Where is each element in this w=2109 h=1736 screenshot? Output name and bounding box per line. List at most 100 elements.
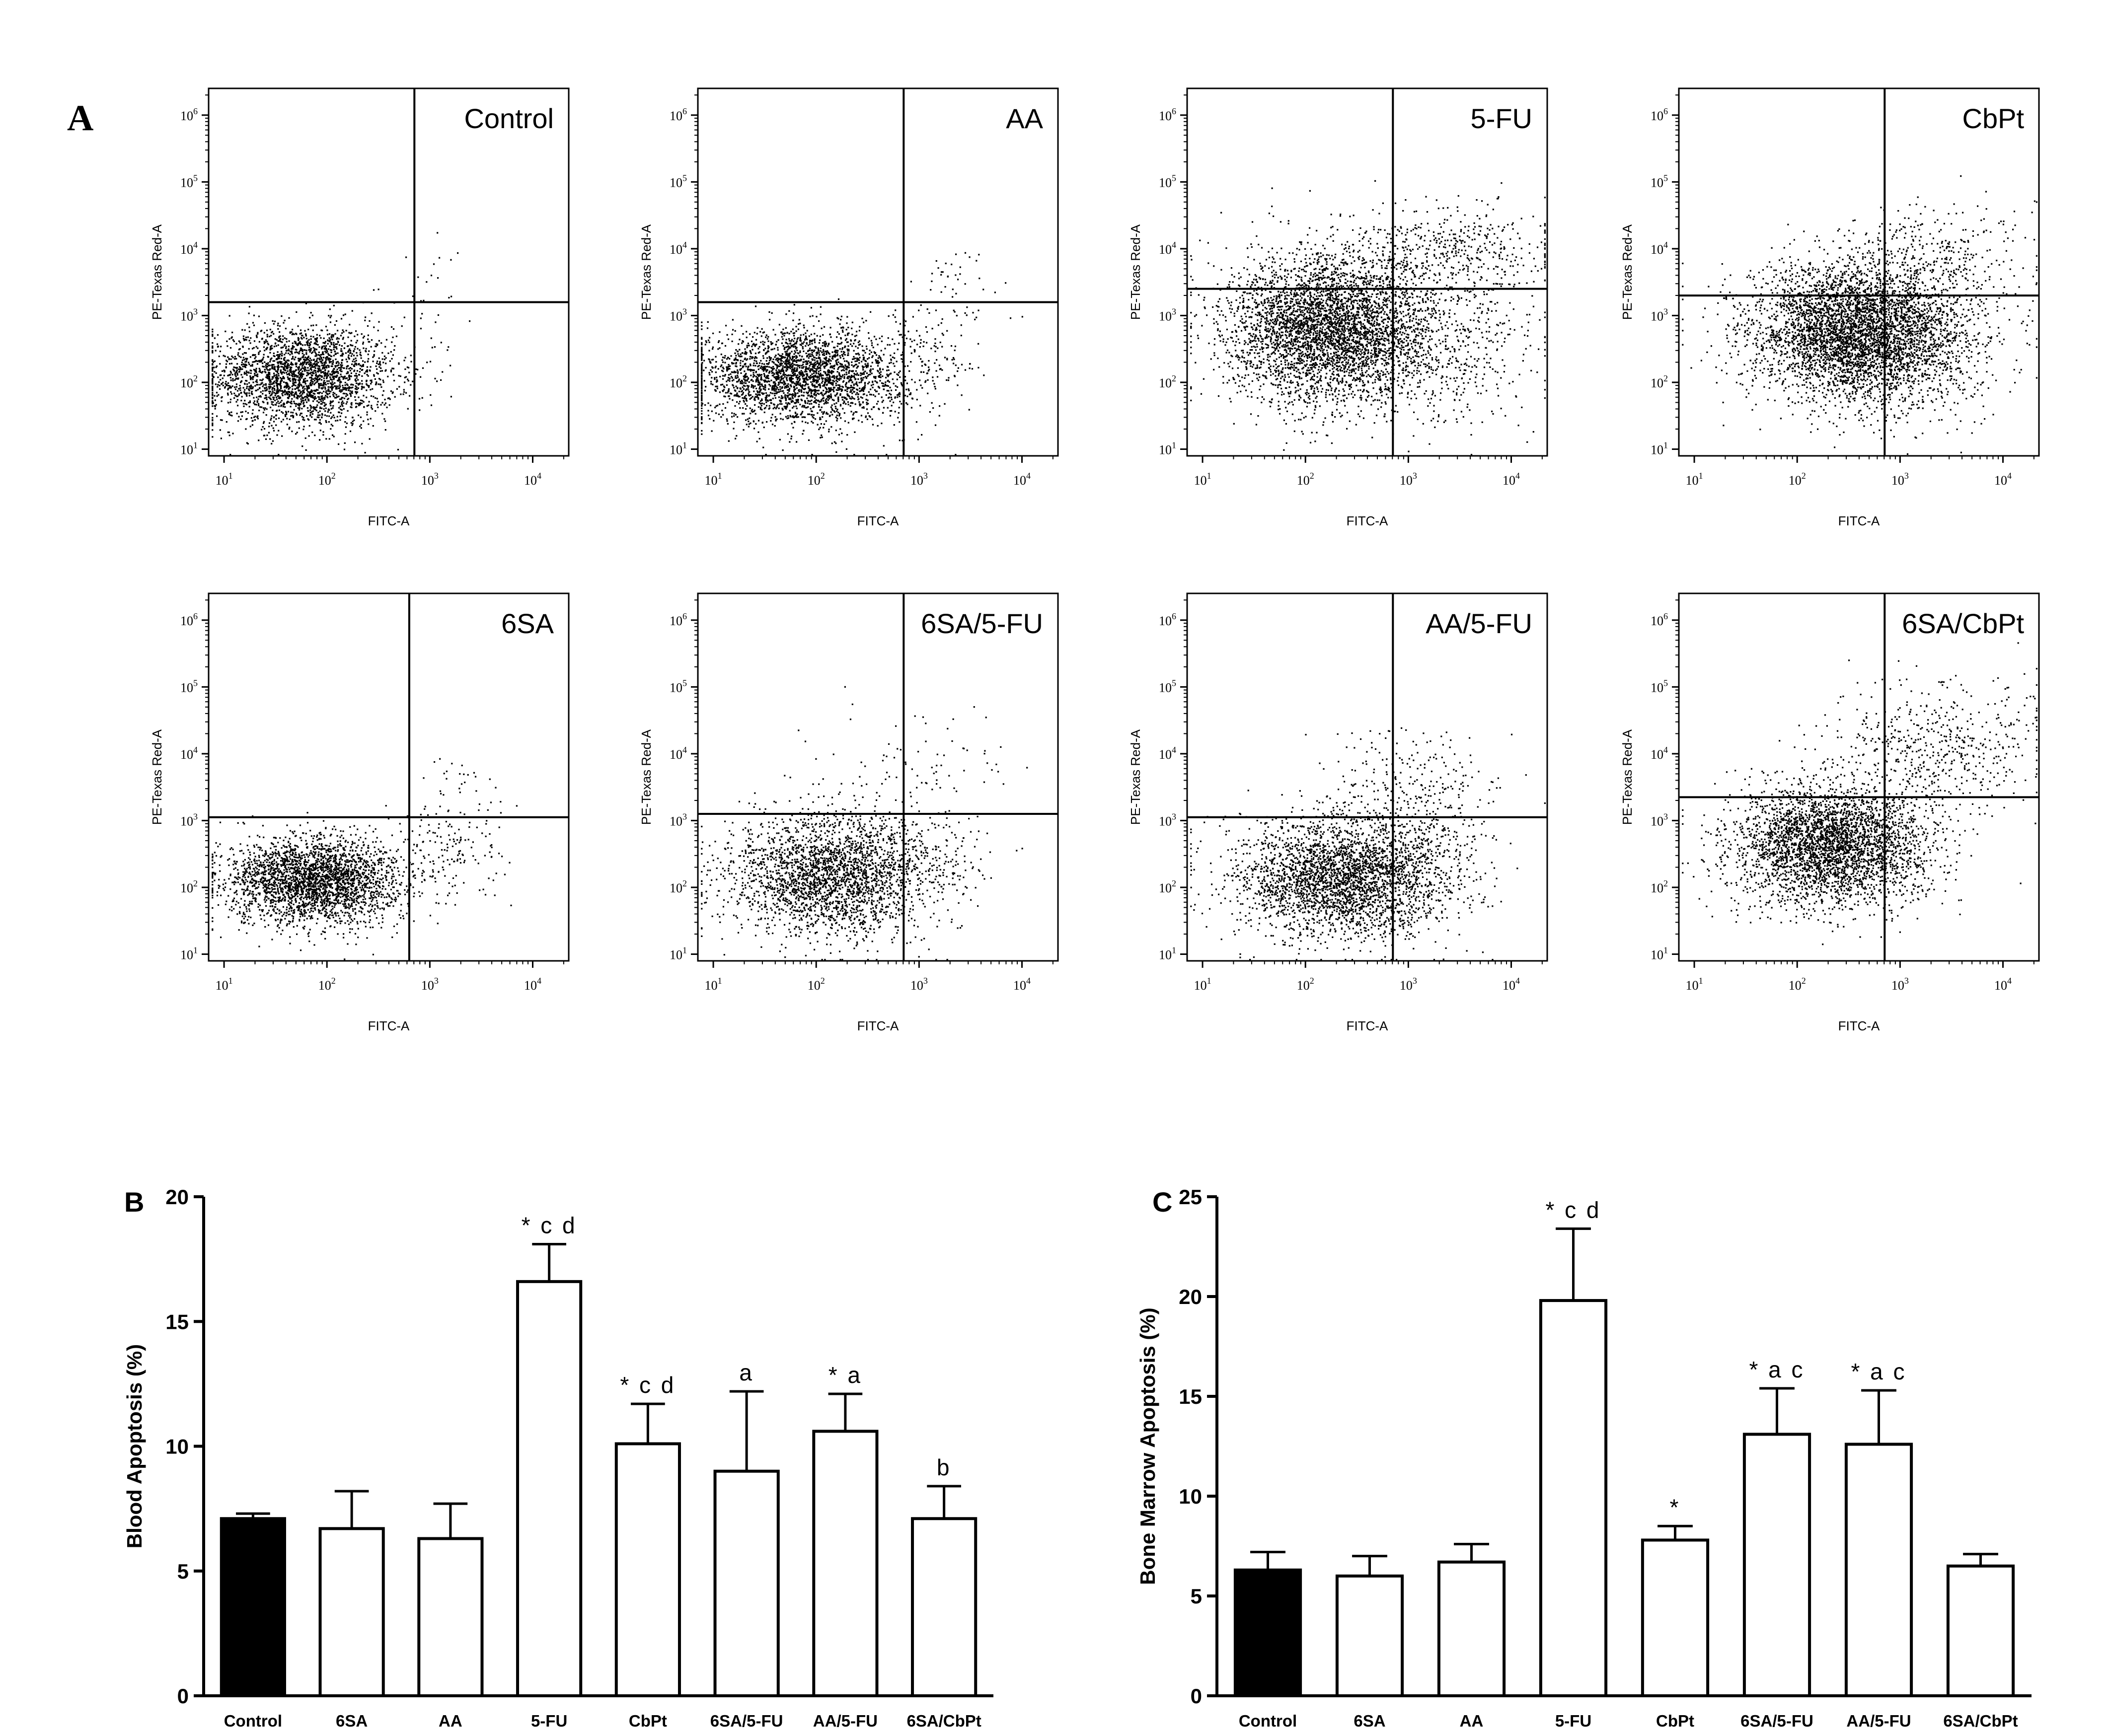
event-dot — [773, 373, 775, 375]
event-dot — [894, 371, 896, 373]
event-dot — [707, 321, 709, 323]
event-dot — [921, 434, 923, 436]
event-dot — [741, 342, 743, 344]
event-dot — [287, 384, 289, 386]
event-dot — [315, 355, 317, 357]
event-dot — [761, 362, 763, 364]
event-dot — [312, 347, 314, 349]
event-dot — [354, 388, 357, 390]
event-dot — [292, 391, 294, 394]
event-dot — [238, 356, 240, 358]
event-dot — [718, 413, 720, 415]
event-dot — [824, 382, 826, 384]
event-dot — [811, 373, 813, 375]
event-dot — [734, 330, 736, 332]
event-dot — [885, 381, 887, 383]
event-dot — [880, 350, 882, 352]
event-dot — [858, 330, 860, 332]
event-dot — [304, 399, 306, 401]
event-dot — [325, 391, 327, 393]
event-dot — [248, 386, 250, 388]
event-dot — [285, 361, 287, 363]
event-dot — [284, 369, 286, 371]
event-dot — [335, 343, 337, 345]
event-dot — [355, 392, 358, 395]
event-dot — [822, 416, 824, 418]
event-dot — [737, 360, 739, 362]
event-dot — [858, 420, 860, 422]
event-dot — [350, 395, 352, 397]
event-dot — [282, 363, 284, 365]
event-dot — [856, 374, 858, 376]
event-dot — [750, 353, 752, 355]
event-dot — [822, 361, 824, 362]
event-dot — [384, 399, 386, 401]
event-dot — [220, 437, 222, 439]
event-dot — [309, 317, 311, 319]
event-dot — [266, 334, 268, 336]
event-dot — [336, 375, 338, 377]
event-dot — [338, 443, 340, 445]
event-dot — [346, 393, 348, 395]
event-dot — [327, 409, 329, 411]
event-dot — [887, 375, 889, 377]
event-dot — [348, 375, 350, 377]
event-dot — [303, 368, 305, 370]
event-dot — [817, 412, 819, 414]
event-dot — [345, 352, 347, 354]
event-dot — [286, 338, 288, 340]
event-dot — [348, 358, 350, 360]
event-dot — [864, 370, 866, 372]
event-dot — [874, 389, 876, 391]
event-dot — [362, 364, 364, 366]
event-dot — [291, 385, 293, 387]
event-dot — [911, 341, 913, 343]
event-dot — [361, 333, 363, 335]
event-dot — [745, 365, 747, 367]
event-dot — [311, 374, 313, 376]
event-dot — [332, 370, 334, 372]
event-dot — [301, 349, 302, 351]
event-dot — [286, 350, 288, 352]
event-dot — [349, 392, 351, 394]
event-dot — [287, 359, 289, 362]
event-dot — [840, 378, 842, 380]
event-dot — [852, 397, 854, 399]
event-dot — [791, 400, 793, 402]
event-dot — [281, 363, 283, 365]
event-dot — [257, 388, 259, 391]
event-dot — [831, 351, 833, 353]
event-dot — [293, 378, 295, 381]
event-dot — [969, 367, 971, 369]
event-dot — [763, 381, 766, 383]
event-dot — [836, 410, 838, 412]
event-dot — [263, 428, 266, 430]
event-dot — [222, 377, 224, 379]
event-dot — [758, 362, 761, 364]
event-dot — [359, 402, 361, 404]
event-dot — [749, 333, 751, 335]
event-dot — [870, 388, 872, 390]
event-dot — [212, 401, 214, 403]
event-dot — [254, 374, 256, 376]
event-dot — [867, 362, 869, 364]
event-dot — [240, 374, 242, 376]
event-dot — [321, 360, 323, 362]
event-dot — [844, 364, 846, 366]
event-dot — [241, 411, 243, 413]
event-dot — [872, 368, 874, 370]
event-dot — [727, 392, 729, 394]
event-dot — [240, 356, 242, 359]
event-dot — [302, 390, 304, 392]
event-dot — [230, 393, 232, 395]
event-dot — [888, 315, 890, 317]
event-dot — [813, 393, 815, 395]
event-dot — [216, 365, 218, 367]
event-dot — [822, 334, 824, 336]
event-dot — [264, 387, 266, 389]
event-dot — [737, 353, 739, 355]
event-dot — [340, 391, 342, 393]
event-dot — [804, 371, 806, 373]
event-dot — [346, 422, 348, 425]
event-dot — [846, 373, 848, 375]
